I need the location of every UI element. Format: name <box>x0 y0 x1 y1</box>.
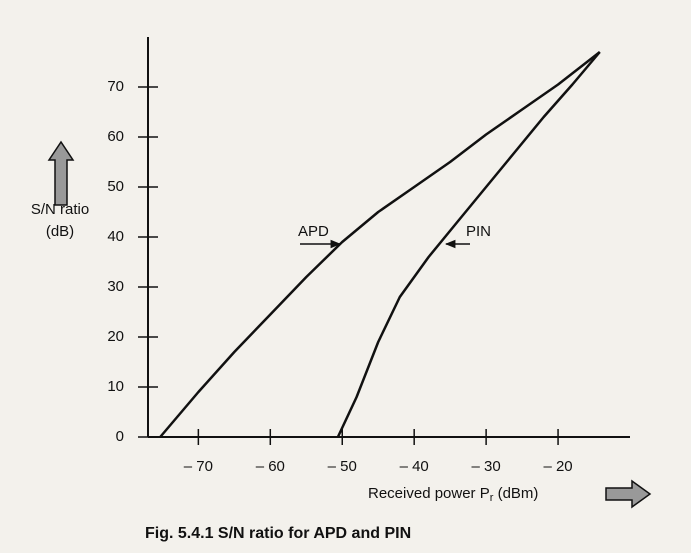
x-axis-label: Received power Pr (dBm) <box>368 485 538 504</box>
y-tick-label: 20 <box>107 328 124 345</box>
y-axis-label: (dB) <box>46 223 74 240</box>
x-tick-label: – 30 <box>472 458 501 475</box>
x-axis-label-subscript: r <box>490 492 494 504</box>
y-axis-arrow-icon <box>47 140 75 206</box>
x-tick-label: – 40 <box>400 458 429 475</box>
x-tick-label: – 50 <box>328 458 357 475</box>
x-axis-label-unit: (dBm) <box>493 485 538 502</box>
line-series <box>159 51 601 438</box>
x-tick-label: – 20 <box>543 458 572 475</box>
y-tick-label: 70 <box>107 78 124 95</box>
y-tick-label: 50 <box>107 178 124 195</box>
x-axis-label-text: Received power P <box>368 485 490 502</box>
y-axis-label: S/N ratio <box>31 201 89 218</box>
x-tick-label: – 70 <box>184 458 213 475</box>
caption: Fig. 5.4.1 S/N ratio for APD and PIN <box>145 525 411 542</box>
series-label: APD <box>298 223 329 240</box>
y-tick-label: 10 <box>107 378 124 395</box>
y-tick-label: 40 <box>107 228 124 245</box>
series-label: PIN <box>466 223 491 240</box>
y-tick-label: 30 <box>107 278 124 295</box>
x-tick-label: – 60 <box>256 458 285 475</box>
y-tick-label: 60 <box>107 128 124 145</box>
x-axis-arrow-icon <box>605 479 652 509</box>
line-series <box>336 51 601 438</box>
y-tick-label: 0 <box>116 428 124 445</box>
